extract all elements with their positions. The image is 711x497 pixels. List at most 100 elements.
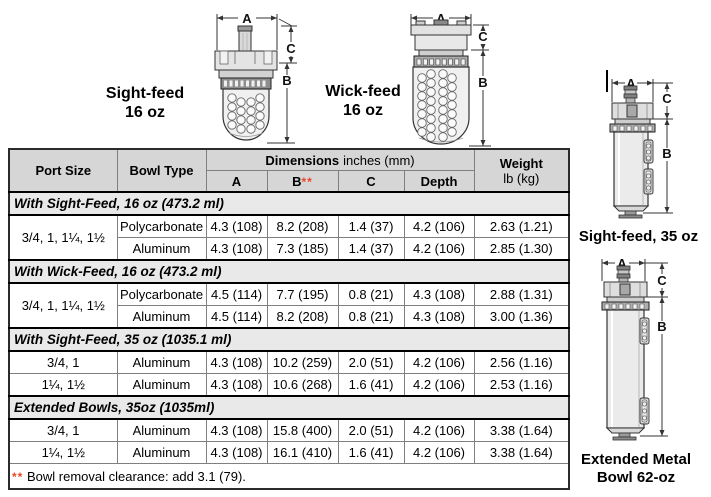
cell-depth: 4.2 (106) bbox=[403, 214, 475, 238]
dim-b-label: B bbox=[282, 73, 291, 88]
dim-a-label: A bbox=[436, 11, 446, 26]
header-depth: Depth bbox=[403, 170, 475, 193]
cell-b: 15.8 (400) bbox=[266, 418, 339, 442]
cell-b: 8.2 (208) bbox=[266, 305, 339, 329]
table-row: Aluminum 4.3 (108) 7.3 (185) 1.4 (37) 4.… bbox=[9, 237, 570, 261]
cell-depth: 4.2 (106) bbox=[403, 373, 475, 397]
section-row: Extended Bowls, 35oz (1035ml) bbox=[8, 395, 570, 420]
dim-a-label: A bbox=[626, 76, 636, 91]
cell-b: 7.3 (185) bbox=[266, 237, 339, 261]
cell-c: 0.8 (21) bbox=[337, 305, 405, 329]
section-title: With Wick-Feed, 16 oz (473.2 ml) bbox=[8, 259, 570, 284]
table-row: 3/4, 1, 1¼, 1½ Polycarbonate 4.5 (114) 7… bbox=[8, 282, 570, 329]
table-row: 3/4, 1 Aluminum 4.3 (108) 15.8 (400) 2.0… bbox=[8, 418, 570, 442]
section-title: With Sight-Feed, 35 oz (1035.1 ml) bbox=[8, 327, 570, 352]
cell-weight: 2.53 (1.16) bbox=[473, 373, 570, 397]
dim-c-label: C bbox=[662, 91, 672, 106]
extended-metal-bowl-62oz-diagram: A C bbox=[601, 256, 668, 441]
cell-b: 10.6 (268) bbox=[266, 373, 339, 397]
cell-port: 3/4, 1, 1¼, 1½ bbox=[8, 282, 118, 329]
cell-depth: 4.2 (106) bbox=[403, 441, 475, 464]
cell-port: 3/4, 1 bbox=[8, 350, 118, 374]
dim-a-label: A bbox=[242, 11, 252, 26]
sight-feed-16oz-diagram: A C B bbox=[214, 11, 297, 144]
cell-c: 2.0 (51) bbox=[337, 418, 405, 442]
section-title: With Sight-Feed, 16 oz (473.2 ml) bbox=[8, 191, 570, 216]
cell-a: 4.3 (108) bbox=[205, 214, 268, 238]
cell-bowl: Polycarbonate bbox=[116, 282, 207, 306]
dim-b-label: B bbox=[662, 146, 671, 161]
dim-b-label: B bbox=[478, 75, 487, 90]
cell-b: 16.1 (410) bbox=[266, 441, 339, 464]
section-row: With Sight-Feed, 35 oz (1035.1 ml) bbox=[8, 327, 570, 352]
cell-c: 1.4 (37) bbox=[337, 237, 405, 261]
cell-a: 4.3 (108) bbox=[205, 373, 268, 397]
table-row: 3/4, 1, 1¼, 1½ Polycarbonate 4.3 (108) 8… bbox=[8, 214, 570, 261]
cell-weight: 2.63 (1.21) bbox=[473, 214, 570, 238]
cell-port: 1¼, 1½ bbox=[8, 373, 118, 397]
cell-a: 4.3 (108) bbox=[205, 350, 268, 374]
wick-feed-16oz-label: Wick-feed 16 oz bbox=[325, 83, 401, 119]
cell-port: 3/4, 1, 1¼, 1½ bbox=[8, 214, 118, 261]
spec-table: Port Size Bowl Type Dimensions inches (mm… bbox=[8, 148, 571, 490]
sight-feed-16oz-label: Sight-feed 16 oz bbox=[105, 85, 185, 121]
cell-bowl: Aluminum bbox=[116, 418, 207, 442]
cell-c: 2.0 (51) bbox=[337, 350, 405, 374]
header-dim-a: A bbox=[205, 170, 268, 193]
cell-b: 10.2 (259) bbox=[266, 350, 339, 374]
cell-b: 8.2 (208) bbox=[266, 214, 339, 238]
cell-weight: 2.85 (1.30) bbox=[473, 237, 570, 261]
cell-c: 1.4 (37) bbox=[337, 214, 405, 238]
cell-weight: 2.56 (1.16) bbox=[473, 350, 570, 374]
sight-feed-35oz-diagram: A C bbox=[606, 70, 673, 219]
cell-depth: 4.2 (106) bbox=[403, 418, 475, 442]
footnote: ** Bowl removal clearance: add 3.1 (79). bbox=[9, 463, 570, 489]
header-dimensions: Dimensions inches (mm) bbox=[205, 148, 475, 171]
table-row: 3/4, 1 Aluminum 4.3 (108) 10.2 (259) 2.0… bbox=[8, 350, 570, 374]
cell-port: 1¼, 1½ bbox=[8, 441, 118, 464]
cell-weight: 3.00 (1.36) bbox=[473, 305, 570, 329]
section-title: Extended Bowls, 35oz (1035ml) bbox=[8, 395, 570, 420]
table-row: 1¼, 1½ Aluminum 4.3 (108) 16.1 (410) 1.6… bbox=[8, 441, 570, 464]
cell-c: 0.8 (21) bbox=[337, 282, 405, 306]
cell-a: 4.3 (108) bbox=[205, 237, 268, 261]
cell-bowl: Aluminum bbox=[116, 237, 207, 261]
cell-depth: 4.2 (106) bbox=[403, 237, 475, 261]
cell-c: 1.6 (41) bbox=[337, 441, 405, 464]
cell-bowl: Aluminum bbox=[116, 350, 207, 374]
extended-metal-bowl-62oz-label: Extended Metal Bowl 62-oz bbox=[580, 451, 692, 486]
cell-a: 4.3 (108) bbox=[205, 441, 268, 464]
cell-port: 3/4, 1 bbox=[8, 418, 118, 442]
header-weight: Weight lb (kg) bbox=[473, 148, 570, 193]
table-row: 1¼, 1½ Aluminum 4.3 (108) 10.6 (268) 1.6… bbox=[8, 373, 570, 397]
header-dim-b: B** bbox=[266, 170, 339, 193]
header-dim-c: C bbox=[337, 170, 405, 193]
section-row: With Sight-Feed, 16 oz (473.2 ml) bbox=[8, 191, 570, 216]
dim-a-label: A bbox=[617, 256, 627, 271]
dim-b-label: B bbox=[657, 319, 666, 334]
cell-weight: 2.88 (1.31) bbox=[473, 282, 570, 306]
cell-bowl: Aluminum bbox=[116, 373, 207, 397]
cell-a: 4.5 (114) bbox=[205, 282, 268, 306]
sight-feed-35oz-label: Sight-feed, 35 oz bbox=[578, 228, 699, 245]
footnote-row: ** Bowl removal clearance: add 3.1 (79). bbox=[9, 463, 570, 489]
cell-weight: 3.38 (1.64) bbox=[473, 441, 570, 464]
dim-c-label: C bbox=[478, 29, 488, 44]
cell-b: 7.7 (195) bbox=[266, 282, 339, 306]
cell-c: 1.6 (41) bbox=[337, 373, 405, 397]
cell-weight: 3.38 (1.64) bbox=[473, 418, 570, 442]
header-port-size: Port Size bbox=[8, 148, 118, 193]
cell-depth: 4.3 (108) bbox=[403, 305, 475, 329]
cell-a: 4.5 (114) bbox=[205, 305, 268, 329]
cell-bowl: Aluminum bbox=[116, 441, 207, 464]
cell-bowl: Polycarbonate bbox=[116, 214, 207, 238]
header-bowl-type: Bowl Type bbox=[116, 148, 207, 193]
dim-c-label: C bbox=[286, 41, 296, 56]
dim-c-label: C bbox=[657, 273, 667, 288]
cell-bowl: Aluminum bbox=[116, 305, 207, 329]
wick-feed-16oz-diagram: A C B bbox=[410, 11, 491, 147]
table-row: Aluminum 4.5 (114) 8.2 (208) 0.8 (21) 4.… bbox=[9, 305, 570, 329]
section-row: With Wick-Feed, 16 oz (473.2 ml) bbox=[8, 259, 570, 284]
cell-depth: 4.3 (108) bbox=[403, 282, 475, 306]
